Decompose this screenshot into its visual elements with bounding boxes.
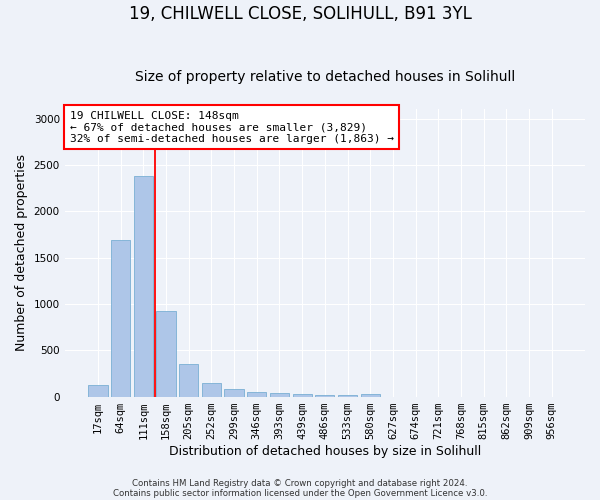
- Bar: [293, 394, 312, 396]
- Bar: [270, 393, 289, 396]
- Text: 19 CHILWELL CLOSE: 148sqm
← 67% of detached houses are smaller (3,829)
32% of se: 19 CHILWELL CLOSE: 148sqm ← 67% of detac…: [70, 110, 394, 144]
- Bar: [315, 394, 334, 396]
- Bar: [111, 240, 130, 396]
- Bar: [338, 395, 357, 396]
- Text: Contains public sector information licensed under the Open Government Licence v3: Contains public sector information licen…: [113, 488, 487, 498]
- Bar: [361, 394, 380, 396]
- Text: Contains HM Land Registry data © Crown copyright and database right 2024.: Contains HM Land Registry data © Crown c…: [132, 478, 468, 488]
- Bar: [179, 364, 199, 396]
- Bar: [134, 176, 153, 396]
- Bar: [157, 312, 176, 396]
- Bar: [202, 383, 221, 396]
- Y-axis label: Number of detached properties: Number of detached properties: [15, 154, 28, 352]
- X-axis label: Distribution of detached houses by size in Solihull: Distribution of detached houses by size …: [169, 444, 481, 458]
- Text: 19, CHILWELL CLOSE, SOLIHULL, B91 3YL: 19, CHILWELL CLOSE, SOLIHULL, B91 3YL: [128, 5, 472, 23]
- Title: Size of property relative to detached houses in Solihull: Size of property relative to detached ho…: [135, 70, 515, 85]
- Bar: [224, 389, 244, 396]
- Bar: [247, 392, 266, 396]
- Bar: [88, 384, 107, 396]
